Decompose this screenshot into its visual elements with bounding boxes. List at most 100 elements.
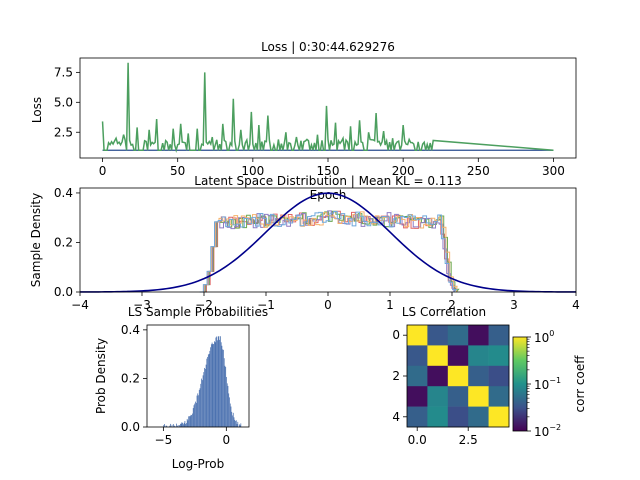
prob-bar	[198, 395, 199, 427]
prob-bar	[185, 423, 187, 427]
prob-bar	[206, 358, 208, 427]
heatmap-cell	[488, 365, 510, 387]
prob-bar	[228, 393, 230, 427]
prob-bar	[183, 424, 184, 427]
prob-y-tick-label: 0.2	[121, 371, 140, 385]
prob-bar	[184, 420, 186, 427]
prob-bar	[163, 425, 165, 427]
prob-bar	[186, 418, 188, 427]
latent-y-tick-label: 0.0	[54, 285, 73, 299]
sample-prob-frame	[146, 324, 250, 428]
prob-bar	[234, 419, 236, 427]
prob-bar	[217, 336, 219, 427]
prob-bar	[229, 403, 231, 427]
prob-bar	[204, 367, 205, 427]
loss-y-tick-label: 2.5	[54, 125, 73, 139]
heatmap-cell	[468, 386, 489, 407]
correlation-heatmap: 0.0 2.5 0 2 4 LS Correlation 100 10−1 10−2 co…	[392, 305, 587, 447]
prob-bar	[204, 368, 206, 427]
prob-bar	[177, 424, 179, 427]
sample-prob-title: LS Sample Probabilities	[128, 305, 268, 319]
prob-bar	[192, 408, 194, 427]
heatmap-cell	[468, 345, 489, 367]
loss-x-tick-label: 50	[170, 164, 185, 178]
heatmap-cell	[427, 365, 449, 387]
heatmap-cell	[407, 406, 428, 428]
prob-bar	[196, 395, 198, 427]
heatmap-title: LS Correlation	[402, 305, 486, 319]
latent-x-tick-label: 0	[324, 298, 332, 312]
heatmap-cell	[427, 345, 449, 367]
prob-bar	[213, 344, 214, 427]
prob-bar	[227, 385, 229, 427]
prob-bar	[191, 415, 193, 427]
heatmap-cell	[427, 325, 449, 346]
prob-bar	[229, 397, 230, 427]
heatmap-cell	[488, 325, 510, 346]
heatmap-cell	[447, 325, 469, 346]
prob-bar	[232, 412, 234, 427]
prob-bar	[200, 383, 202, 427]
colorbar-tick-label: 100	[534, 329, 554, 345]
prob-bar	[194, 403, 196, 427]
prob-x-tick-label: 0	[223, 433, 231, 447]
prob-bar	[209, 350, 211, 427]
prob-bar	[173, 424, 174, 427]
prob-bar	[212, 344, 214, 427]
colorbar	[512, 336, 528, 432]
loss-chart: Loss | 0:30:44.629276 0 50 100 150 200 250 300…	[30, 40, 577, 202]
prob-bar	[195, 402, 197, 427]
latent-chart-title: Latent Space Distribution | Mean KL = 0.…	[194, 174, 461, 188]
prob-bar	[224, 365, 226, 427]
normal-curve	[79, 192, 577, 293]
prob-bar	[173, 425, 175, 427]
prob-bar	[176, 426, 178, 427]
heatmap-cell	[468, 406, 489, 428]
prob-bar	[176, 423, 177, 427]
latent-y-tick-label: 0.4	[54, 186, 73, 200]
prob-bar	[238, 424, 240, 427]
prob-bar	[211, 342, 213, 427]
prob-bar	[180, 423, 182, 427]
latent-x-tick-label: −3	[133, 298, 151, 312]
heatmap-cell	[427, 406, 449, 428]
heatmap-cell	[488, 406, 510, 428]
loss-chart-xlabel: Epoch	[310, 188, 347, 202]
latent-x-tick-label: −1	[257, 298, 275, 312]
latent-histogram-3	[200, 211, 458, 293]
loss-x-tick-label: 150	[317, 164, 340, 178]
latent-histogram-4	[199, 211, 458, 293]
prob-x-tick-label: −5	[155, 433, 173, 447]
heatmap-cell	[407, 365, 428, 387]
colorbar-tick-label: 10−2	[534, 423, 561, 439]
prob-bar	[189, 416, 191, 427]
heatmap-x-tick-label: 2.5	[459, 433, 478, 447]
prob-bar	[189, 416, 190, 427]
prob-bar	[165, 425, 167, 427]
heatmap-cell	[447, 345, 469, 367]
prob-bar	[207, 354, 209, 427]
loss-chart-ylabel: Loss	[30, 97, 44, 123]
prob-bar	[179, 423, 181, 427]
latent-chart-ylabel: Sample Density	[29, 193, 43, 287]
latent-x-tick-label: 3	[510, 298, 518, 312]
prob-bar	[222, 349, 224, 427]
latent-x-tick-label: 1	[386, 298, 394, 312]
latent-x-tick-label: 4	[572, 298, 580, 312]
prob-bar	[208, 353, 210, 427]
heatmap-cell	[407, 345, 428, 367]
latent-x-tick-label: −4	[71, 298, 89, 312]
prob-bar	[218, 336, 220, 427]
heatmap-y-tick-label: 4	[392, 410, 400, 424]
prob-bar	[170, 423, 171, 427]
prob-bar	[214, 342, 216, 427]
heatmap-x-tick-label: 0.0	[408, 433, 427, 447]
prob-bar	[207, 356, 208, 427]
prob-bar	[201, 378, 202, 427]
prob-bar	[181, 422, 183, 427]
prob-bar	[192, 413, 193, 427]
loss-x-tick-label: 0	[99, 164, 107, 178]
prob-bar	[183, 422, 185, 427]
prob-y-tick-label: 0.4	[121, 323, 140, 337]
